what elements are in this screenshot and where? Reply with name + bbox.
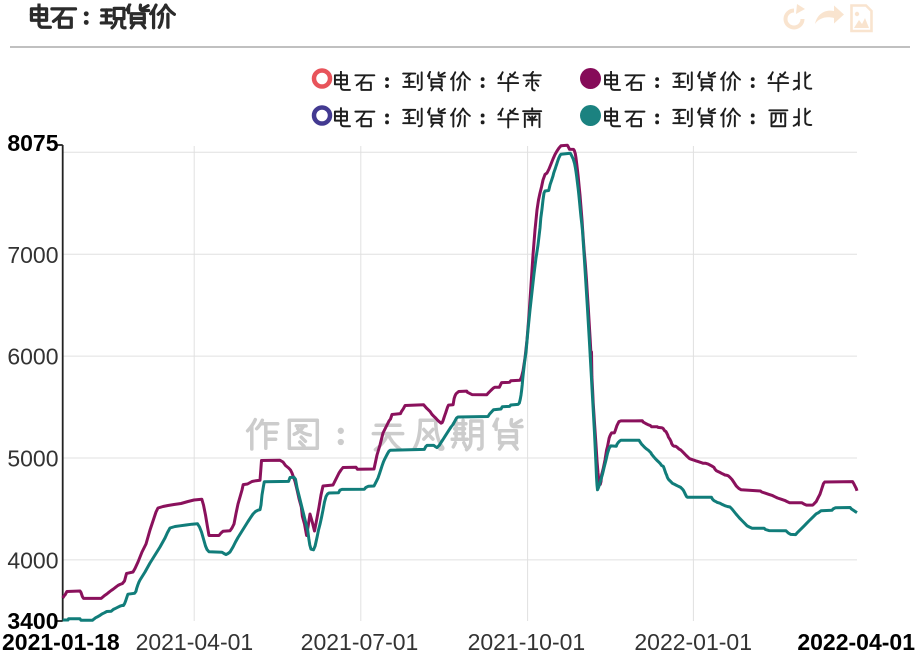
svg-text:2021-07-01: 2021-07-01	[301, 629, 419, 655]
svg-text:2021-04-01: 2021-04-01	[136, 629, 254, 655]
svg-text:2021-10-01: 2021-10-01	[468, 629, 586, 655]
svg-text:5000: 5000	[7, 446, 58, 472]
svg-text:2021-01-18: 2021-01-18	[2, 629, 120, 655]
svg-text:7000: 7000	[7, 242, 58, 268]
svg-text:2022-01-01: 2022-01-01	[634, 629, 752, 655]
svg-text:3400: 3400	[7, 608, 58, 634]
svg-text:6000: 6000	[7, 344, 58, 370]
svg-text:8075: 8075	[7, 130, 58, 156]
svg-text:2022-04-01: 2022-04-01	[797, 629, 915, 655]
svg-text:4000: 4000	[7, 548, 58, 574]
